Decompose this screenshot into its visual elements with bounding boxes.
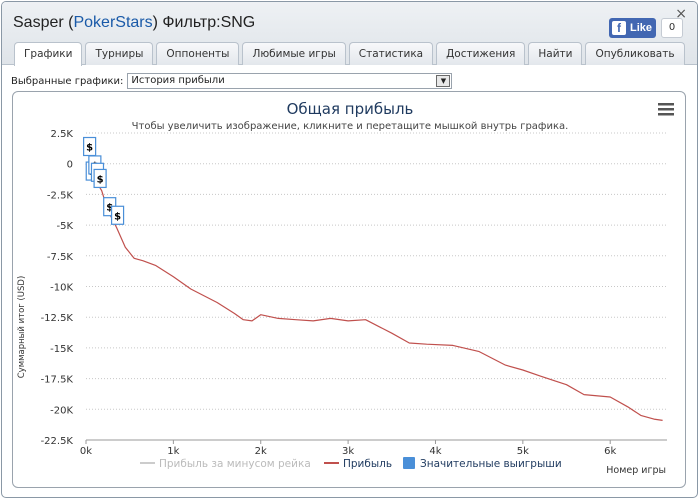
facebook-like-button[interactable]: f Like	[609, 18, 656, 38]
y-axis-label: Суммарный итог (USD)	[17, 276, 27, 379]
big-win-marker-label: $	[114, 211, 121, 222]
y-tick-label: -15K	[50, 344, 73, 355]
window-title: Sasper (PokerStars) Фильтр:SNG	[13, 14, 255, 32]
chart-selector-row: Выбранные графики: История прибыли ▼	[11, 73, 453, 89]
chevron-down-icon[interactable]: ▼	[436, 75, 451, 87]
y-tick-label: -5K	[56, 221, 73, 232]
legend-net-profit-label[interactable]: Прибыль за минусом рейка	[159, 458, 311, 470]
big-win-marker[interactable]: $	[83, 136, 97, 157]
y-tick-label: -22.5K	[41, 436, 74, 447]
x-tick-label: 4k	[429, 446, 441, 457]
chart-legend: Прибыль за минусом рейка Прибыль Значитель…	[140, 457, 562, 470]
y-tick-label: -20K	[50, 405, 73, 416]
menu-icon-bar	[658, 108, 674, 111]
x-tick-label: 1k	[167, 446, 179, 457]
chart-title: Общая прибыль	[287, 100, 414, 118]
chart-selector-label: Выбранные графики:	[11, 75, 124, 87]
y-tick-label: 2.5K	[51, 129, 74, 140]
big-win-marker-box	[110, 205, 125, 225]
y-tick-label: -10K	[50, 283, 73, 294]
menu-icon[interactable]	[658, 103, 674, 116]
y-tick-label: 0	[67, 160, 73, 171]
profit-series-line	[85, 163, 663, 421]
big-win-marker[interactable]: $	[110, 205, 125, 225]
tab-achievements[interactable]: Достижения	[436, 42, 526, 65]
tab-favorite-games[interactable]: Любимые игры	[242, 42, 346, 65]
menu-icon-bar	[658, 113, 674, 116]
legend-profit-label[interactable]: Прибыль	[343, 458, 392, 470]
legend-big-wins-label[interactable]: Значительные выигрыши	[420, 458, 562, 470]
chart-panel: Общая прибыль Чтобы увеличить изображени…	[12, 91, 686, 488]
chart-subtitle: Чтобы увеличить изображение, кликните и …	[132, 121, 569, 132]
legend-big-wins-swatch	[403, 457, 415, 469]
tab-opponents[interactable]: Оппоненты	[156, 42, 240, 65]
profit-chart[interactable]: Общая прибыль Чтобы увеличить изображени…	[13, 92, 686, 488]
big-win-marker-label: $	[106, 203, 113, 214]
x-tick-label: 3k	[342, 446, 354, 457]
big-win-marker[interactable]: $	[93, 168, 107, 189]
big-win-marker-label: $	[97, 174, 104, 185]
tab-find[interactable]: Найти	[528, 42, 583, 65]
title-bar: Sasper (PokerStars) Фильтр:SNG × f Like …	[2, 2, 697, 66]
close-icon[interactable]: ×	[675, 6, 687, 22]
tab-publish[interactable]: Опубликовать	[585, 42, 685, 65]
tab-bar: Графики Турниры Оппоненты Любимые игры С…	[14, 42, 685, 66]
facebook-like-label: Like	[630, 22, 653, 34]
big-win-marker-label: $	[86, 143, 93, 154]
tab-statistics[interactable]: Статистика	[348, 42, 434, 65]
tab-graphs[interactable]: Графики	[14, 42, 83, 66]
x-tick-label: 2k	[255, 446, 267, 457]
x-tick-label: 6k	[604, 446, 616, 457]
x-tick-label: 0k	[80, 446, 92, 457]
tab-tournaments[interactable]: Турниры	[85, 42, 154, 65]
chart-selector-dropdown[interactable]: История прибыли ▼	[127, 73, 453, 89]
y-tick-label: -2.5K	[47, 190, 74, 201]
y-tick-label: -12.5K	[41, 313, 74, 324]
title-site-link[interactable]: PokerStars	[73, 14, 153, 31]
chart-selector-value: История прибыли	[131, 75, 225, 86]
y-tick-label: -7.5K	[47, 252, 74, 263]
y-tick-label: -17.5K	[41, 375, 74, 386]
big-win-marker-box	[93, 168, 107, 189]
facebook-icon: f	[612, 21, 626, 35]
title-player-name: Sasper (	[13, 14, 74, 31]
x-axis-label: Номер игры	[606, 465, 666, 476]
x-tick-label: 5k	[517, 446, 529, 457]
title-filter: ) Фильтр:SNG	[152, 14, 256, 31]
facebook-like-count: 0	[661, 18, 683, 38]
menu-icon-bar	[658, 103, 674, 106]
